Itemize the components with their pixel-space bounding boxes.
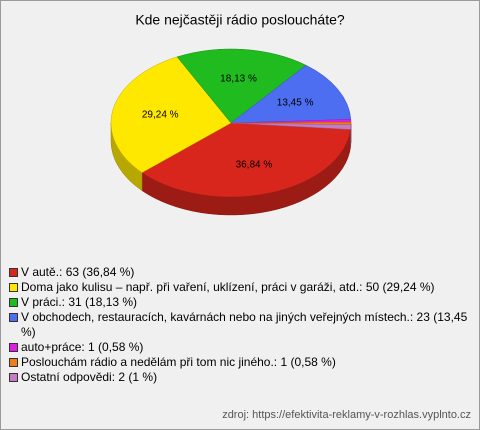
legend-label: Ostatní odpovědi: 2 (1 %) <box>21 370 158 384</box>
value-label: 13,45 % <box>277 97 314 108</box>
legend-label: Doma jako kulisu – např. při vaření, ukl… <box>21 280 435 294</box>
slice <box>141 122 351 198</box>
legend-swatch <box>9 313 18 322</box>
legend-item: auto+práce: 1 (0,58 %) <box>9 340 471 355</box>
legend-item: V autě.: 63 (36,84 %) <box>9 265 471 280</box>
legend-item: Doma jako kulisu – např. při vaření, ukl… <box>9 280 471 295</box>
legend-swatch <box>9 373 18 382</box>
legend-item: Poslouchám rádio a nedělám při tom nic j… <box>9 355 471 370</box>
value-label: 18,13 % <box>220 73 257 84</box>
legend-label: V autě.: 63 (36,84 %) <box>21 265 135 279</box>
slice <box>230 122 352 130</box>
legend-label: auto+práce: 1 (0,58 %) <box>21 340 144 354</box>
legend-swatch <box>9 283 18 292</box>
legend-item: V práci.: 31 (18,13 %) <box>9 295 471 310</box>
chart-title: Kde nejčastěji rádio posloucháte? <box>135 12 345 28</box>
legend-swatch <box>9 268 18 277</box>
legend-label: Poslouchám rádio a nedělám při tom nic j… <box>21 355 336 369</box>
legend-item: V obchodech, restauracích, kavárnách neb… <box>9 310 471 340</box>
legend: V autě.: 63 (36,84 %) Doma jako kulisu – … <box>9 265 471 385</box>
legend-item: Ostatní odpovědi: 2 (1 %) <box>9 370 471 385</box>
slice <box>110 56 232 173</box>
slice <box>230 64 352 124</box>
legend-swatch <box>9 298 18 307</box>
pie-area: Kde nejčastěji rádio posloucháte? 36,84 … <box>110 12 352 216</box>
legend-swatch <box>9 343 18 352</box>
slice <box>176 48 307 124</box>
value-label: 29,24 % <box>142 109 179 120</box>
legend-swatch <box>9 358 18 367</box>
value-label: 36,84 % <box>236 160 273 171</box>
legend-label: V obchodech, restauracích, kavárnách neb… <box>21 310 468 339</box>
source: zdroj: https://efektivita-reklamy-v-rozh… <box>222 409 471 421</box>
legend-label: V práci.: 31 (18,13 %) <box>21 295 138 309</box>
